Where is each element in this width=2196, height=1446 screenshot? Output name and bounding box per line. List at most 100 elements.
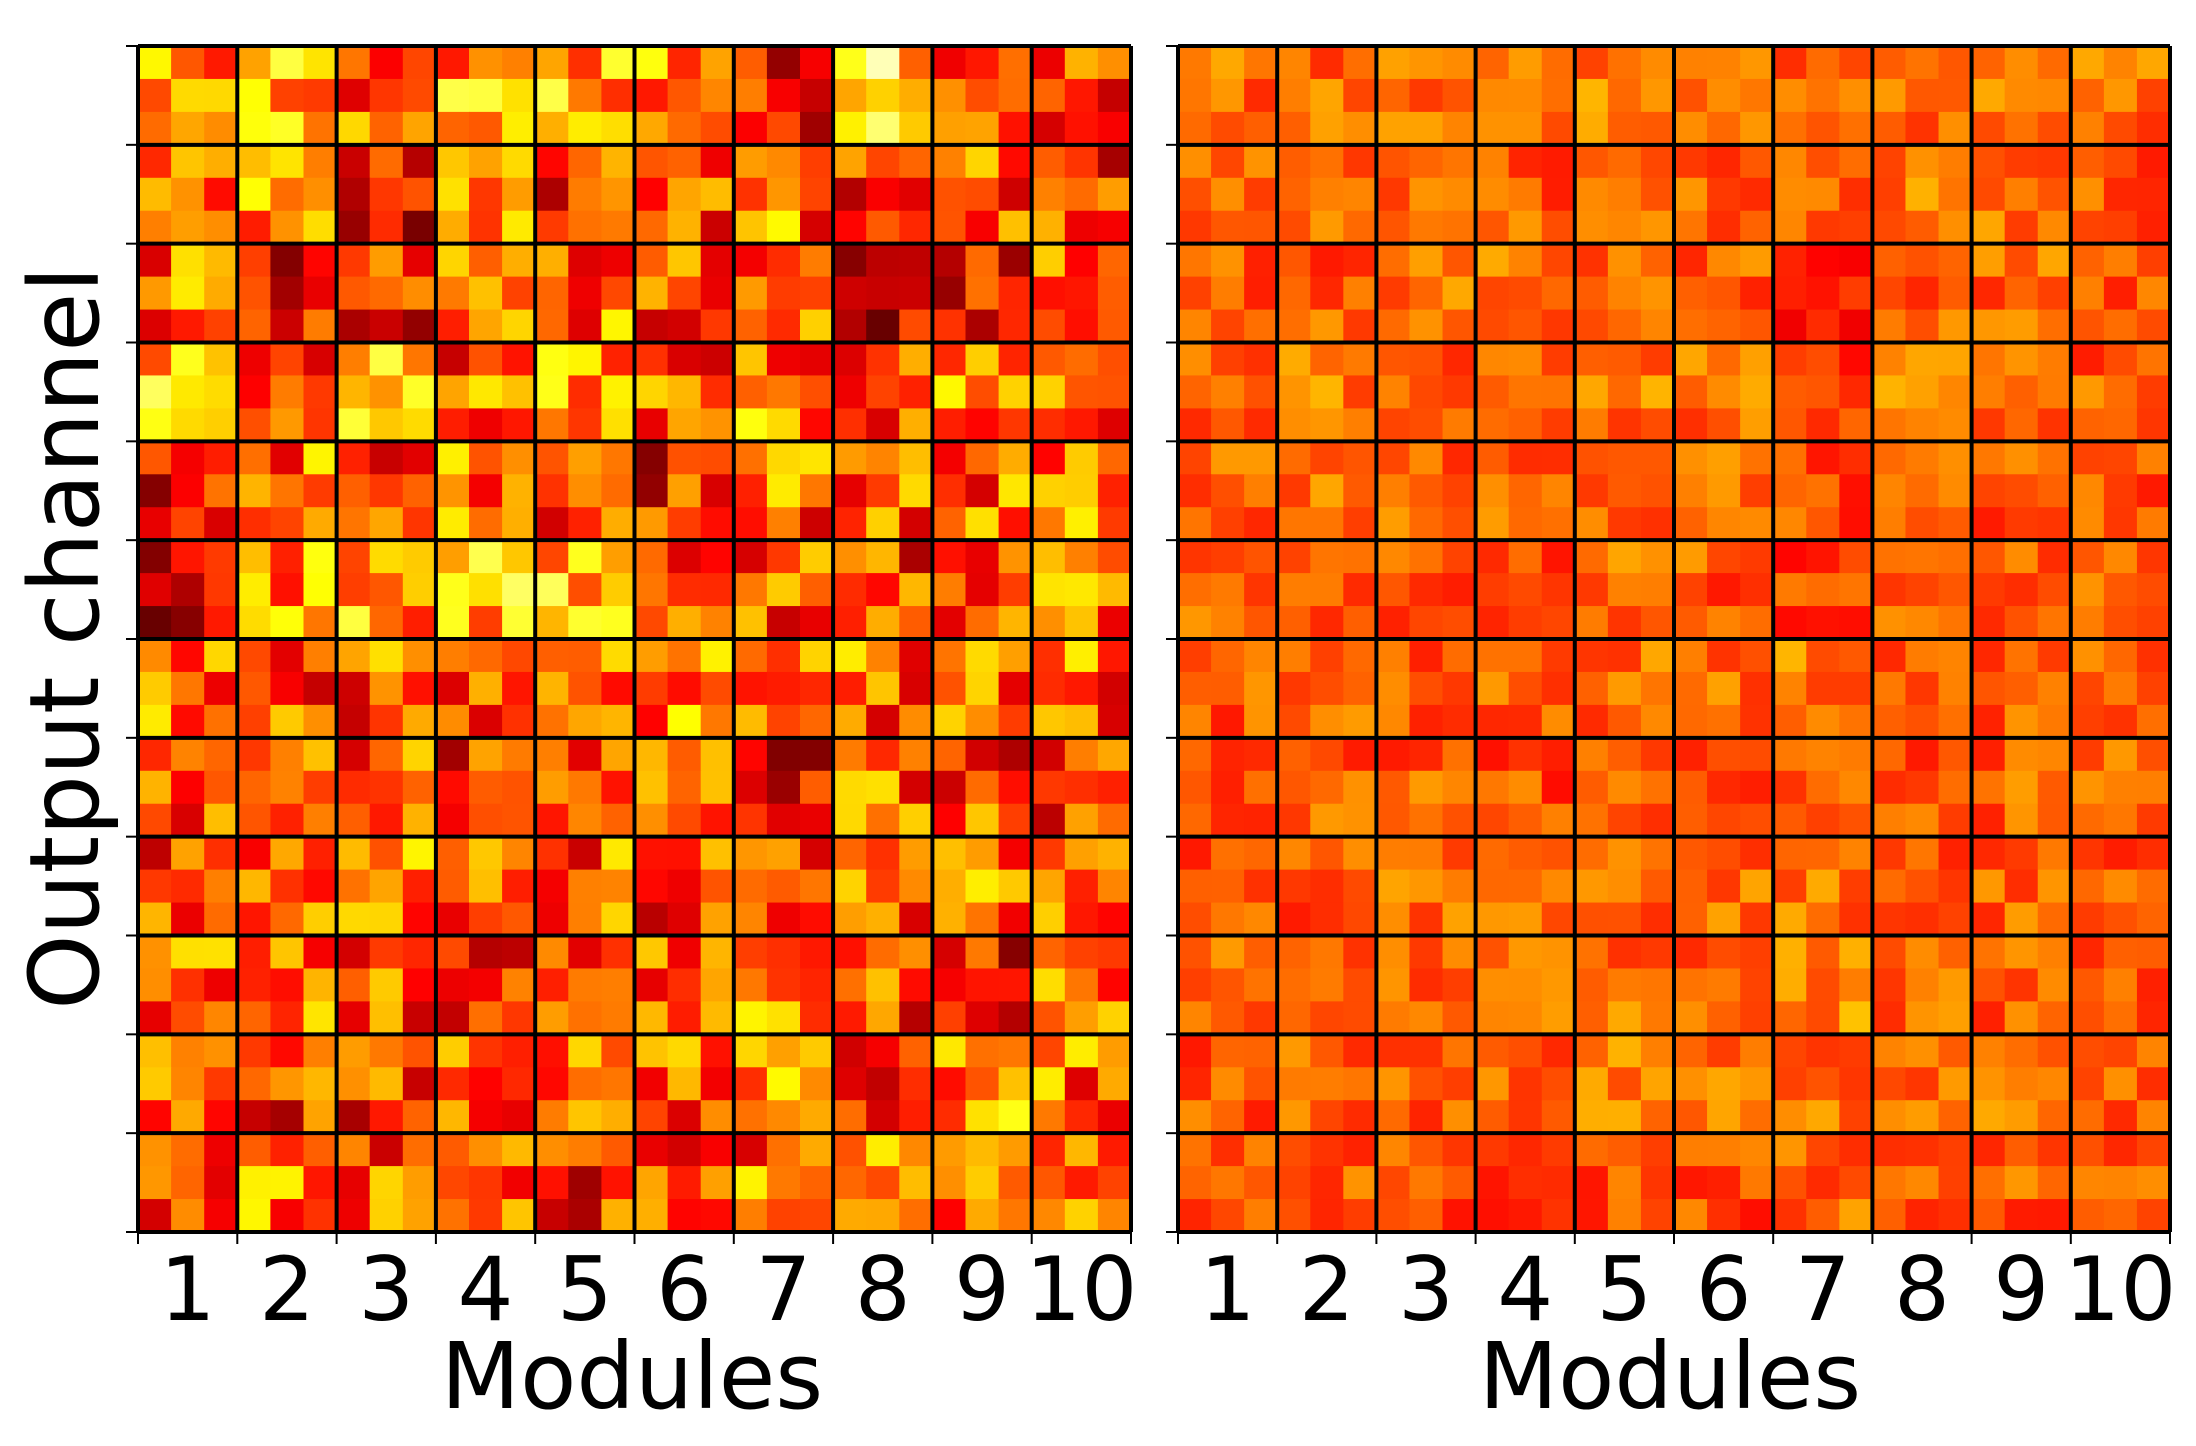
heatmap-cell	[998, 342, 1033, 377]
heatmap-cell	[1971, 1067, 2006, 1101]
heatmap-cell	[1277, 210, 1311, 245]
heatmap-cell	[2070, 639, 2105, 673]
heatmap-cell	[2037, 803, 2072, 838]
heatmap-cell	[1211, 869, 1245, 904]
heatmap-cell	[2070, 1166, 2105, 1200]
heatmap-cell	[1310, 1199, 1344, 1233]
heatmap-cell	[1707, 1199, 1741, 1233]
heatmap-cell	[369, 737, 404, 772]
heatmap-cell	[1872, 408, 1907, 442]
heatmap-cell	[1064, 803, 1099, 838]
heatmap-cell	[634, 639, 669, 673]
heatmap-cell	[700, 836, 735, 871]
heatmap-cell	[1031, 836, 1066, 871]
heatmap-cell	[866, 507, 900, 541]
heatmap-cell	[766, 770, 801, 805]
heatmap-cell	[1707, 869, 1741, 904]
heatmap-cell	[204, 540, 238, 574]
heatmap-cell	[1971, 276, 2006, 311]
heatmap-cell	[766, 1001, 801, 1035]
heatmap-cell	[369, 177, 404, 212]
heatmap-cell	[2070, 78, 2105, 113]
heatmap-cell	[2070, 46, 2105, 80]
heatmap-cell	[601, 1100, 636, 1134]
heatmap-cell	[932, 573, 967, 607]
heatmap-cell	[899, 836, 933, 871]
heatmap-cell	[2004, 671, 2039, 706]
heatmap-cell	[866, 606, 900, 640]
heatmap-cell	[1508, 408, 1543, 442]
heatmap-cell	[1773, 704, 1807, 739]
heatmap-cell	[469, 935, 503, 970]
heatmap-cell	[1409, 507, 1444, 541]
heatmap-cell	[1574, 177, 1609, 212]
heatmap-cell	[1064, 507, 1099, 541]
heatmap-cell	[336, 46, 371, 80]
heatmap-cell	[2103, 210, 2138, 245]
heatmap-cell	[369, 243, 404, 278]
heatmap-cell	[1740, 968, 1774, 1002]
heatmap-cell	[1475, 935, 1510, 970]
heatmap-cell	[1031, 507, 1066, 541]
heatmap-cell	[1343, 342, 1377, 377]
heatmap-cell	[965, 342, 1000, 377]
heatmap-cell	[435, 573, 470, 607]
heatmap-cell	[2136, 342, 2171, 377]
heatmap-cell	[1097, 507, 1132, 541]
heatmap-cell	[1740, 869, 1774, 904]
heatmap-cell	[1064, 408, 1099, 442]
heatmap-cell	[1310, 507, 1344, 541]
heatmap-cell	[1971, 342, 2006, 377]
heatmap-cell	[1839, 144, 1873, 179]
heatmap-cell	[435, 46, 470, 80]
heatmap-cell	[667, 1133, 702, 1167]
heatmap-cell	[568, 770, 602, 805]
heatmap-cell	[833, 210, 867, 245]
heatmap-cell	[1376, 606, 1411, 640]
heatmap-cell	[1674, 210, 1708, 245]
heatmap-cell	[1773, 177, 1807, 212]
heatmap-cell	[998, 869, 1033, 904]
heatmap-cell	[336, 474, 371, 508]
heatmap-cell	[800, 770, 834, 805]
heatmap-cell	[1310, 836, 1344, 871]
heatmap-cell	[1574, 968, 1609, 1002]
heatmap-cell	[1343, 441, 1377, 475]
heatmap-cell	[766, 144, 801, 179]
heatmap-cell	[2037, 1001, 2072, 1035]
heatmap-cell	[2103, 573, 2138, 607]
heatmap-cell	[435, 1199, 470, 1233]
heatmap-cell	[469, 770, 503, 805]
heatmap-cell	[1310, 869, 1344, 904]
heatmap-cell	[965, 606, 1000, 640]
heatmap-cell	[1872, 243, 1907, 278]
heatmap-cell	[1872, 573, 1907, 607]
heatmap-cell	[700, 408, 735, 442]
heatmap-cell	[237, 408, 271, 442]
heatmap-cell	[138, 309, 172, 344]
heatmap-cell	[1674, 474, 1708, 508]
heatmap-cell	[866, 408, 900, 442]
heatmap-cell	[469, 507, 503, 541]
heatmap-cell	[1031, 573, 1066, 607]
heatmap-cell	[601, 1001, 636, 1035]
heatmap-cell	[667, 770, 702, 805]
heatmap-cell	[866, 474, 900, 508]
heatmap-cell	[1343, 836, 1377, 871]
heatmap-cell	[700, 1133, 735, 1167]
heatmap-cell	[1905, 78, 1940, 113]
heatmap-cell	[1707, 704, 1741, 739]
heatmap-cell	[2004, 1166, 2039, 1200]
heatmap-cell	[634, 375, 669, 409]
heatmap-cell	[1244, 342, 1278, 377]
heatmap-cell	[634, 243, 669, 278]
heatmap-cell	[502, 540, 536, 574]
heatmap-cell	[171, 78, 205, 113]
heatmap-cell	[1178, 309, 1212, 344]
heatmap-cell	[1839, 1133, 1873, 1167]
heatmap-cell	[1343, 1199, 1377, 1233]
heatmap-cell	[1707, 111, 1741, 146]
heatmap-cell	[1574, 639, 1609, 673]
heatmap-cell	[1310, 902, 1344, 937]
heatmap-cell	[237, 177, 271, 212]
